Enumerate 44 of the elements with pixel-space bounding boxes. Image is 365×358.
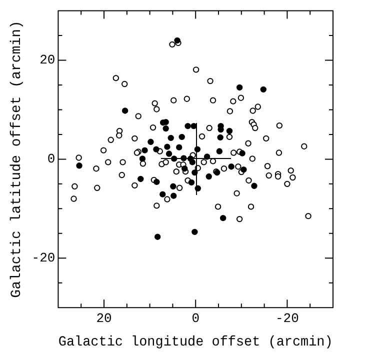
- point: [170, 183, 176, 190]
- point: [184, 122, 191, 130]
- point: [216, 148, 223, 154]
- y-tick-label: 20: [40, 52, 56, 68]
- point: [228, 164, 234, 170]
- point: [142, 147, 148, 154]
- point: [170, 192, 177, 199]
- point: [188, 179, 195, 186]
- y-axis-title: Galactic latitude offset (arcmin): [9, 20, 26, 298]
- x-tick-label: 20: [96, 310, 112, 326]
- point: [166, 150, 172, 157]
- point: [251, 182, 258, 190]
- point: [153, 146, 160, 152]
- point: [164, 144, 170, 150]
- x-tick-label: -20: [275, 310, 299, 326]
- point: [139, 156, 146, 162]
- x-tick-label: 0: [192, 310, 200, 326]
- point: [206, 173, 212, 180]
- point: [240, 166, 247, 173]
- point: [182, 166, 188, 172]
- y-tick-label: -20: [32, 250, 56, 266]
- x-axis-title: Galactic longitude offset (arcmin): [58, 335, 333, 350]
- point: [138, 176, 144, 182]
- point: [148, 138, 154, 145]
- point: [239, 150, 246, 156]
- point: [226, 128, 233, 134]
- point: [192, 228, 198, 236]
- point: [217, 134, 224, 141]
- point: [174, 37, 180, 44]
- point: [178, 134, 185, 140]
- point: [154, 178, 160, 186]
- y-tick-label: 0: [47, 152, 56, 167]
- point: [160, 191, 166, 198]
- point: [176, 144, 182, 150]
- point: [168, 134, 174, 142]
- point: [76, 162, 82, 169]
- point: [220, 214, 226, 222]
- point: [122, 108, 128, 114]
- point: [189, 159, 196, 166]
- point: [162, 125, 169, 132]
- point: [236, 84, 243, 91]
- point: [260, 86, 266, 93]
- point: [154, 234, 161, 240]
- point: [190, 122, 197, 130]
